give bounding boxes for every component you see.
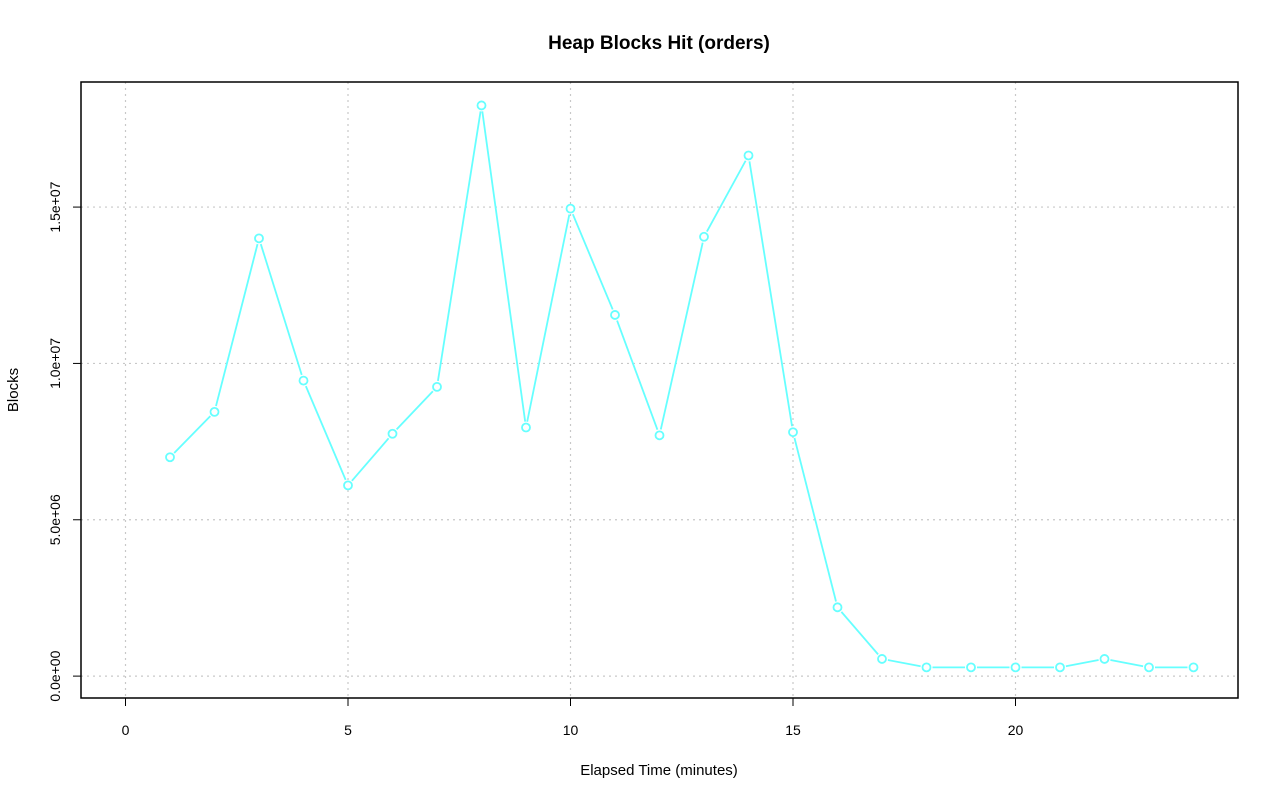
- data-point: [699, 231, 709, 242]
- data-point: [343, 480, 353, 491]
- series-line-segment: [215, 243, 259, 407]
- data-point: [921, 662, 932, 673]
- series-line-segment: [1110, 659, 1144, 668]
- data-point: [298, 375, 309, 386]
- data-point: [654, 430, 665, 441]
- series-line-segment: [437, 111, 482, 382]
- grid: [81, 82, 1238, 698]
- x-tick-label: 0: [122, 722, 130, 738]
- data-point: [1099, 654, 1110, 664]
- y-tick-label: 5.0e+06: [47, 494, 63, 545]
- data-point: [165, 452, 175, 463]
- plot-frame: [80, 81, 1239, 699]
- data-point: [788, 427, 798, 438]
- series-line-segment: [395, 390, 434, 431]
- series-line-segment: [793, 437, 837, 602]
- series-line-segment: [616, 320, 659, 431]
- series-line-segment: [571, 213, 614, 310]
- y-tick-label: 0.0e+00: [47, 650, 63, 701]
- data-point: [387, 428, 398, 439]
- series-line-segment: [173, 415, 211, 454]
- series-layer: [165, 100, 1199, 673]
- series-line-segment: [259, 243, 303, 376]
- series-line-segment: [659, 242, 704, 430]
- data-point: [966, 662, 976, 673]
- data-point: [565, 203, 576, 214]
- data-point: [610, 310, 620, 320]
- data-point: [877, 654, 887, 664]
- x-tick-label: 5: [344, 722, 352, 738]
- data-point: [476, 100, 487, 111]
- data-point: [832, 602, 843, 613]
- x-tick-label: 15: [785, 722, 801, 738]
- series-line-segment: [1065, 659, 1099, 668]
- series-line-segment: [526, 214, 571, 422]
- series-line-segment: [840, 611, 879, 655]
- series-line-segment: [706, 160, 747, 232]
- data-point: [743, 150, 754, 161]
- data-point: [209, 406, 220, 417]
- series-line-segment: [887, 659, 921, 668]
- series-line-segment: [481, 111, 527, 422]
- x-tick-label: 10: [563, 722, 579, 738]
- x-axis-label: Elapsed Time (minutes): [580, 762, 738, 779]
- data-point: [1010, 662, 1021, 673]
- series-line-segment: [305, 385, 347, 481]
- y-tick-label: 1.0e+07: [47, 338, 63, 389]
- data-point: [254, 233, 264, 244]
- data-point: [1055, 662, 1065, 673]
- x-tick-label: 20: [1008, 722, 1024, 738]
- data-point: [432, 381, 442, 392]
- data-point: [1144, 662, 1154, 673]
- y-axis-label: Blocks: [5, 368, 22, 412]
- axes: 0 5 10 15 20 0.0e+00 5.0e+06 1.0e+07 1.5e+07: [47, 181, 1023, 738]
- y-tick-label: 1.5e+07: [47, 181, 63, 232]
- series-line-segment: [351, 437, 390, 482]
- chart-title: Heap Blocks Hit (orders): [548, 33, 770, 54]
- series-line-segment: [748, 161, 793, 427]
- data-point: [521, 422, 531, 433]
- data-point: [1188, 662, 1199, 673]
